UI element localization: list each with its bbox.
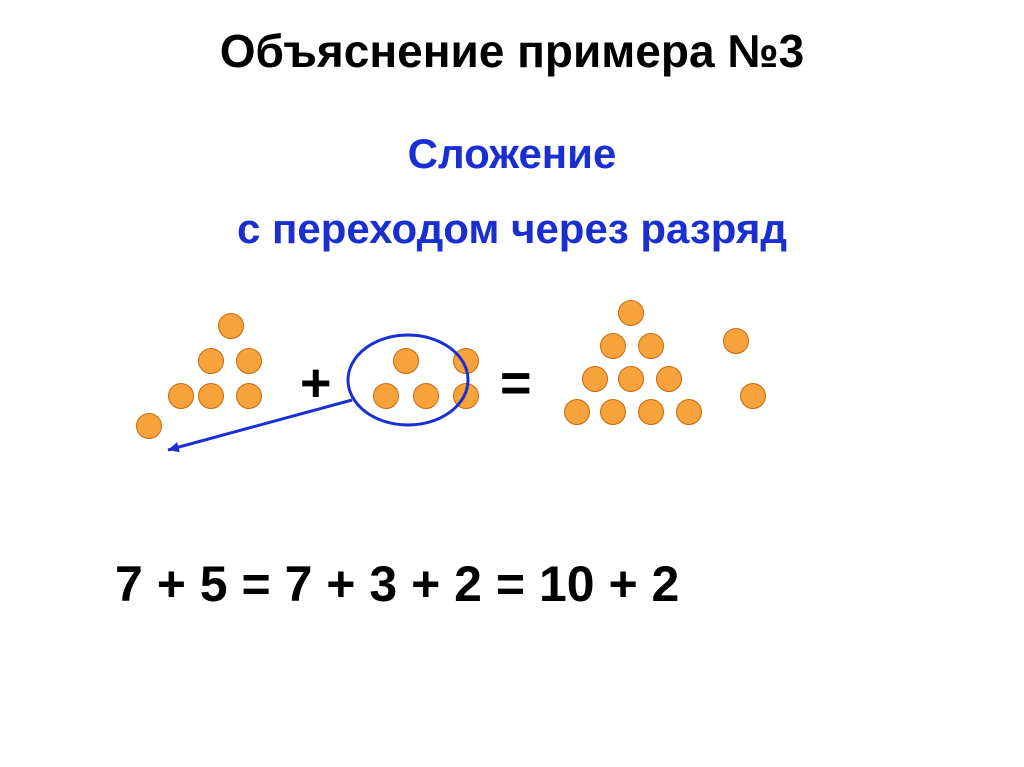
extra-group-dot — [740, 383, 766, 409]
left-group-dot — [198, 383, 224, 409]
right-group-dot — [600, 399, 626, 425]
slide: Объяснение примера №3 Сложение с переход… — [0, 0, 1024, 767]
mid-group-dot — [393, 348, 419, 374]
subtitle-line1: Сложение — [0, 130, 1024, 178]
left-group-dot — [136, 413, 162, 439]
right-group-dot — [676, 399, 702, 425]
arrow-head-icon — [168, 442, 180, 452]
left-group-dot — [218, 313, 244, 339]
left-group-dot — [236, 383, 262, 409]
mid-group-dot — [453, 383, 479, 409]
right-group-dot — [618, 366, 644, 392]
left-group-dot — [236, 348, 262, 374]
right-group-dot — [656, 366, 682, 392]
left-group-dot — [168, 383, 194, 409]
extra-group-dot — [723, 328, 749, 354]
right-group-dot — [582, 366, 608, 392]
equals-operator: = — [500, 352, 532, 414]
slide-title: Объяснение примера №3 — [0, 24, 1024, 78]
plus-operator: + — [300, 352, 332, 414]
equation-text: 7 + 5 = 7 + 3 + 2 = 10 + 2 — [115, 555, 679, 613]
subtitle-line2: с переходом через разряд — [0, 205, 1024, 253]
right-group-dot — [638, 399, 664, 425]
right-group-dot — [638, 333, 664, 359]
mid-group-dot — [453, 348, 479, 374]
mid-group-dot — [373, 383, 399, 409]
right-group-dot — [564, 399, 590, 425]
left-group-dot — [198, 348, 224, 374]
mid-group-dot — [413, 383, 439, 409]
right-group-dot — [618, 300, 644, 326]
right-group-dot — [600, 333, 626, 359]
